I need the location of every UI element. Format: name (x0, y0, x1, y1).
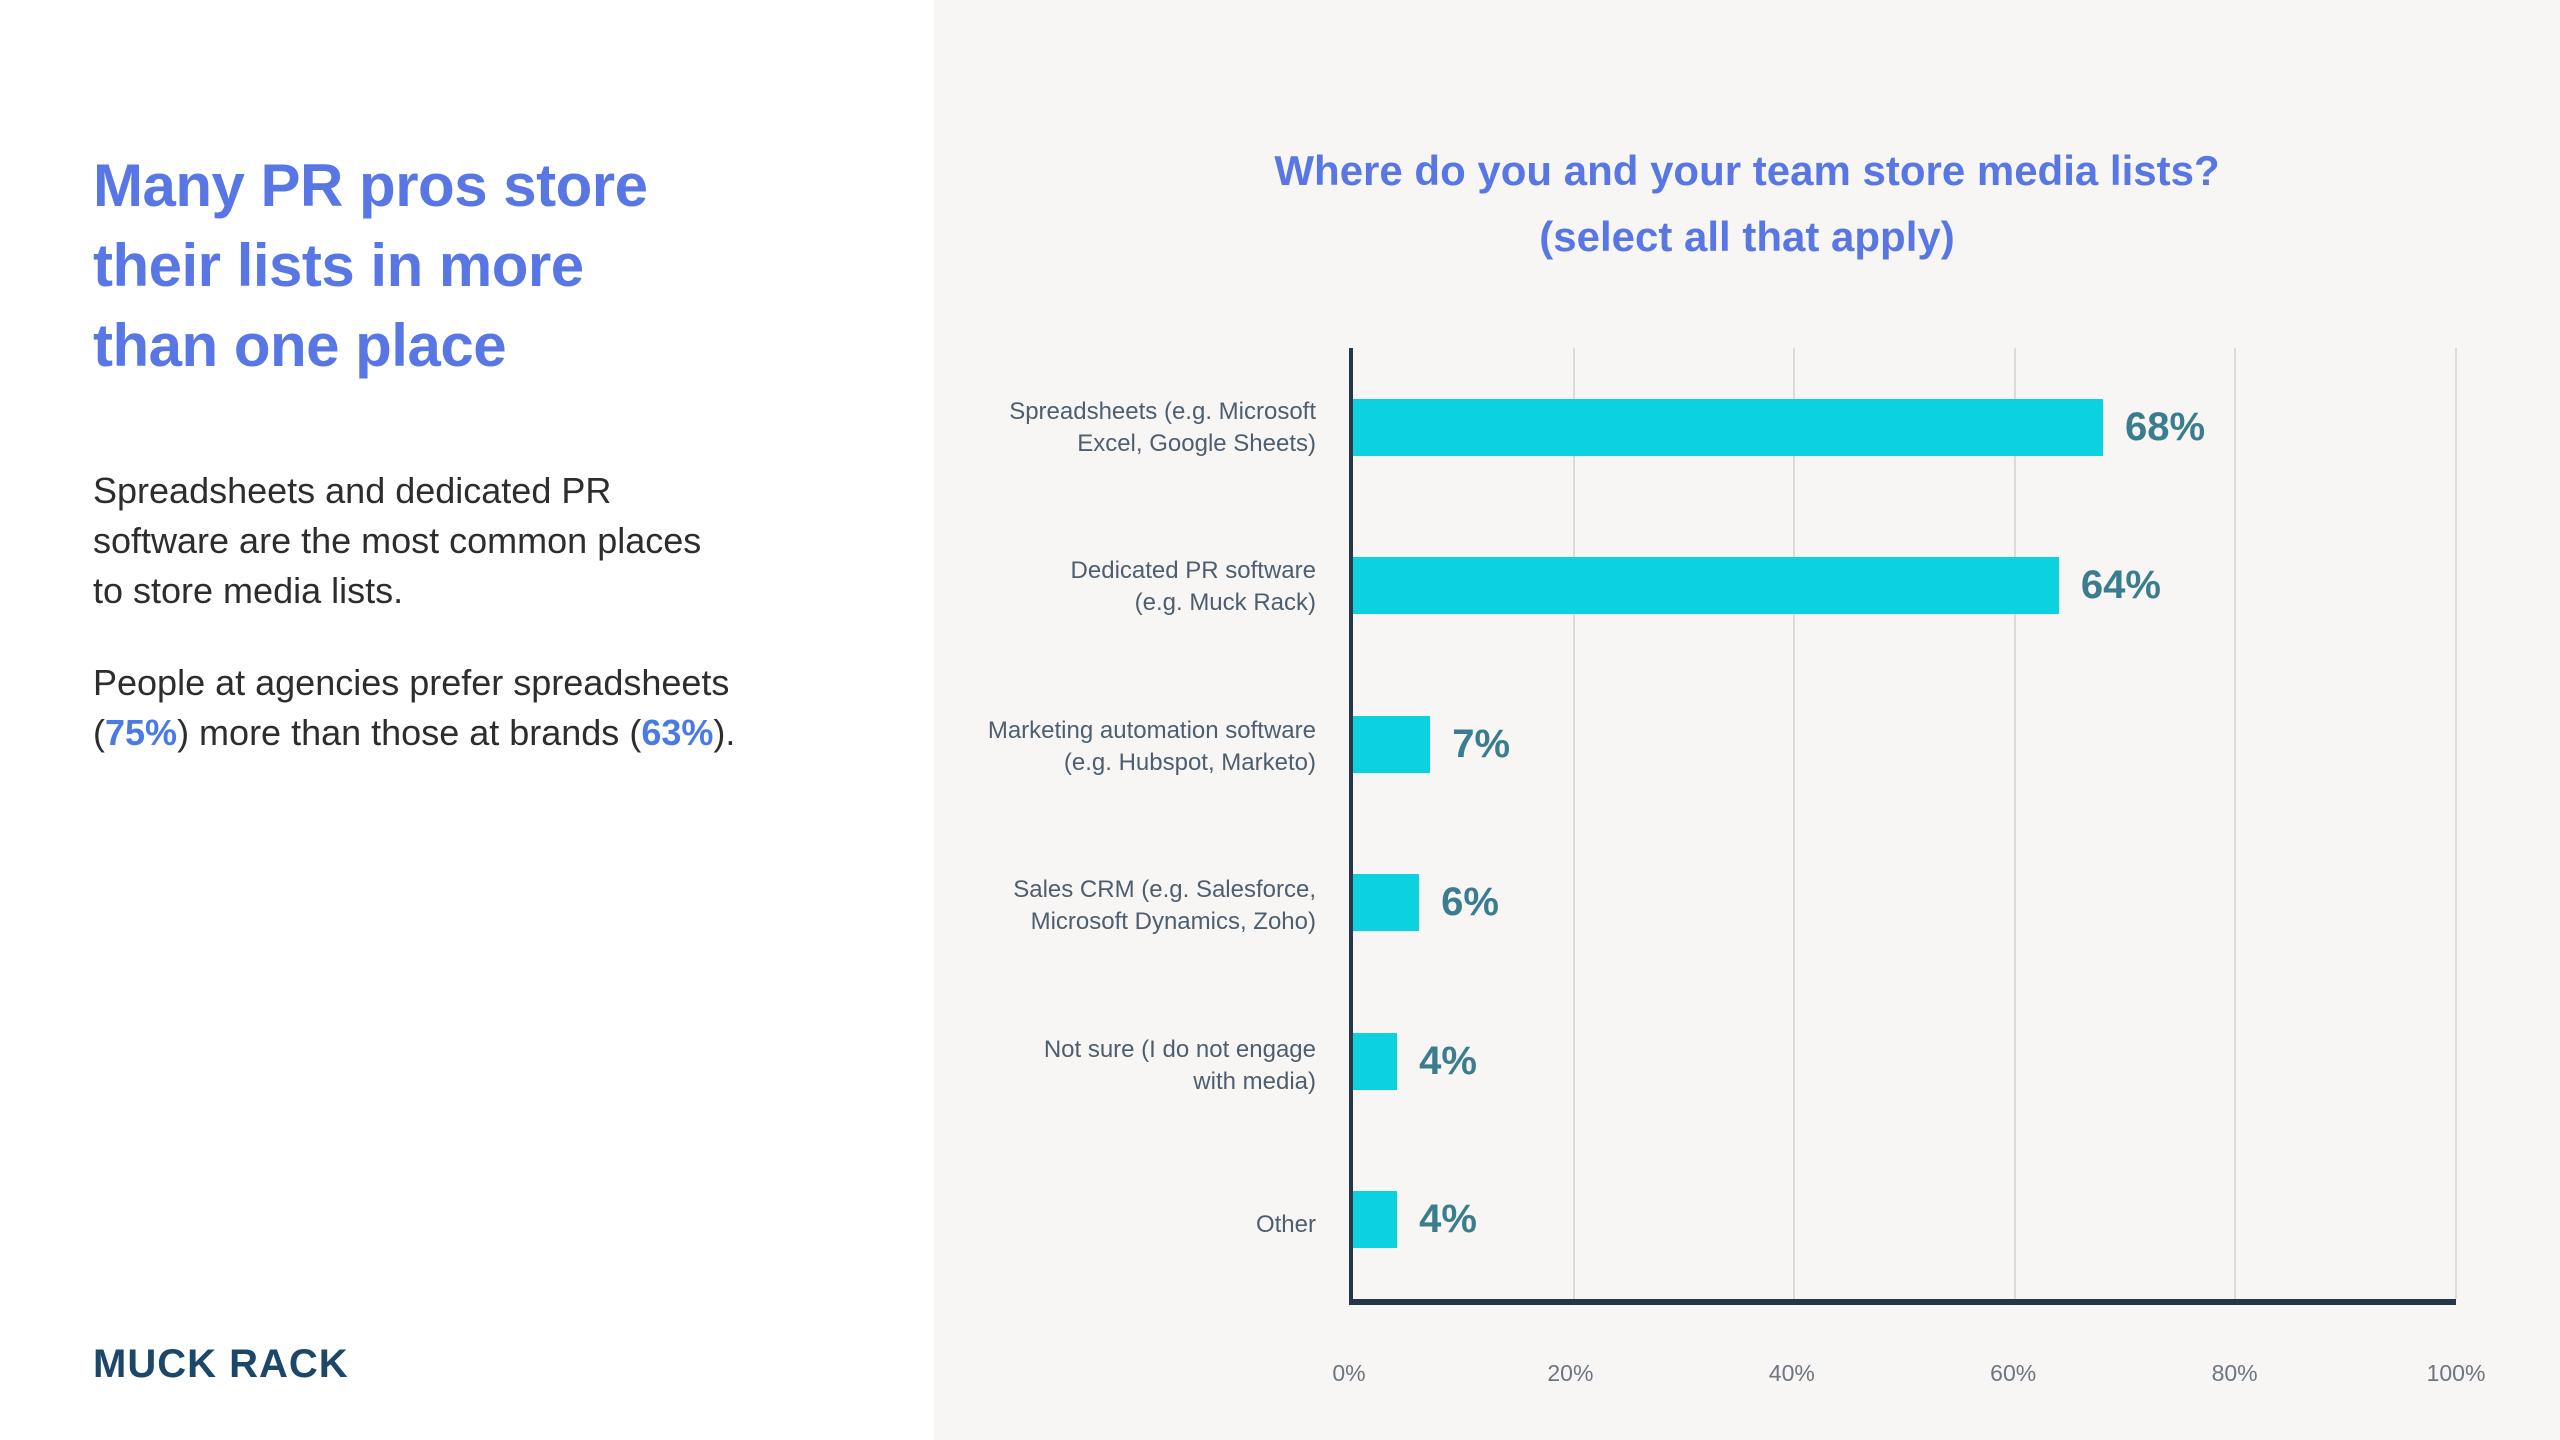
tick-40: 40% (1768, 1360, 1815, 1386)
chart-title: Where do you and your team store media l… (934, 138, 2560, 270)
tick-20: 20% (1547, 1360, 1594, 1386)
tick-100: 100% (2426, 1360, 2486, 1386)
value-label: 68% (2125, 404, 2206, 449)
paragraph-line: People at agencies prefer spreadsheets (93, 662, 730, 703)
heading-line: than one place (93, 312, 507, 379)
paragraph-text: ) more than those at brands ( (177, 712, 642, 753)
category-label-not-sure: Not sure (I do not engage with media) (1043, 1035, 1316, 1095)
chart-plot-area: 68% 64% 7% 6% 4% 4% (1349, 348, 2457, 1305)
bar-row: 4% (1353, 1141, 2456, 1300)
bar-not-sure (1353, 1032, 1398, 1090)
tick-80: 80% (2211, 1360, 2258, 1386)
bar-other (1353, 1191, 1398, 1249)
bar-row: 6% (1353, 824, 2456, 983)
value-label: 6% (1441, 880, 1499, 925)
chart-title-line: Where do you and your team store media l… (1274, 147, 2220, 194)
bar-row: 4% (1353, 982, 2456, 1141)
brand-percentage: 63% (641, 712, 714, 753)
bar-row: 64% (1353, 507, 2456, 666)
paragraph-text: ). (713, 712, 736, 753)
heading-line: Many PR pros store (93, 152, 648, 219)
value-label: 64% (2080, 563, 2161, 608)
bar-row: 7% (1353, 665, 2456, 824)
gridline-40 (1793, 348, 1796, 1299)
category-label-other: Other (1255, 1211, 1316, 1239)
bar-rows: 68% 64% 7% 6% 4% 4% (1353, 348, 2456, 1299)
gridline-20 (1572, 348, 1575, 1299)
value-label: 4% (1419, 1197, 1477, 1242)
category-label-marketing-automation: Marketing automation software (e.g. Hubs… (987, 716, 1316, 776)
bar-marketing-automation (1353, 715, 1431, 773)
agency-percentage: 75% (105, 712, 178, 753)
paragraph-line: software are the most common places (93, 520, 702, 561)
bar-sales-crm (1353, 874, 1420, 932)
gridline-60 (2013, 348, 2016, 1299)
value-label: 7% (1452, 721, 1511, 766)
bar-row: 68% (1353, 348, 2456, 507)
paragraph-text: ( (93, 712, 105, 753)
gridline-80 (2234, 348, 2237, 1299)
category-axis-labels: Spreadsheets (e.g. Microsoft Excel, Goog… (946, 348, 1316, 1305)
chart-panel-background (934, 0, 2560, 1440)
chart-subtitle: (select all that apply) (1539, 213, 1955, 260)
paragraph-line: to store media lists. (93, 570, 404, 611)
category-label-pr-software: Dedicated PR software (e.g. Muck Rack) (1070, 557, 1316, 617)
gridline-100 (2455, 348, 2457, 1299)
body-paragraph-1: Spreadsheets and dedicated PR software a… (93, 466, 701, 616)
x-axis-tick-labels: 0% 20% 40% 60% 80% 100% (1332, 1360, 2485, 1400)
bar-spreadsheets (1353, 398, 2104, 456)
heading-line: their lists in more (93, 232, 584, 299)
bar-pr-software (1353, 557, 2059, 615)
muck-rack-logo: MUCK RACK (93, 1342, 349, 1386)
body-paragraph-2: People at agencies prefer spreadsheets (… (93, 658, 735, 758)
category-label-spreadsheets: Spreadsheets (e.g. Microsoft Excel, Goog… (1009, 397, 1316, 457)
slide-heading: Many PR pros store their lists in more t… (93, 146, 648, 386)
tick-0: 0% (1332, 1360, 1366, 1386)
value-label: 4% (1419, 1038, 1477, 1083)
tick-60: 60% (1990, 1360, 2037, 1386)
category-label-sales-crm: Sales CRM (e.g. Salesforce, Microsoft Dy… (1013, 876, 1316, 936)
paragraph-line: Spreadsheets and dedicated PR (93, 470, 612, 511)
